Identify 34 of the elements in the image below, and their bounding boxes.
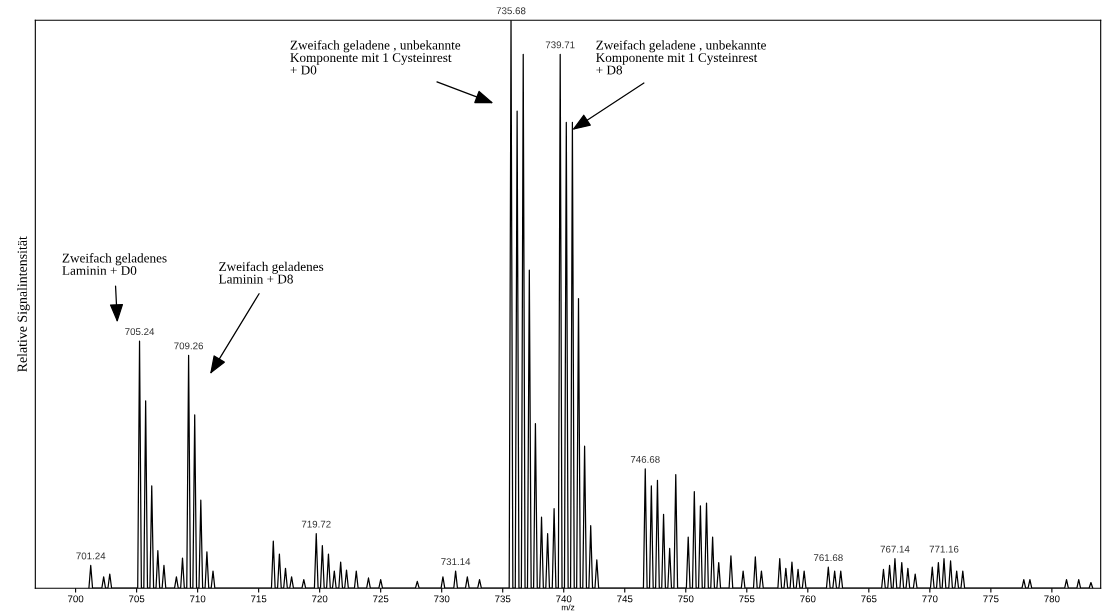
annotation: 719.72 xyxy=(301,520,331,528)
x-tick-label: 705 xyxy=(129,595,145,603)
annotation: Zweifach geladenes Laminin + D0 xyxy=(62,253,167,275)
x-tick-label: 780 xyxy=(1044,595,1060,603)
x-tick-label: 760 xyxy=(800,595,816,603)
annotation: Zweifach geladene , unbekannte Komponente mit 1 Cysteinrest + D0 xyxy=(290,40,461,75)
annotation: 701.24 xyxy=(76,552,106,560)
y-axis-title: Relative Signalintensität xyxy=(17,236,30,372)
x-tick-label: 750 xyxy=(678,595,694,603)
x-tick-label: 710 xyxy=(190,595,206,603)
annotation: 767.14 xyxy=(880,545,910,553)
x-tick-label: 730 xyxy=(434,595,450,603)
x-tick-label: 725 xyxy=(373,595,389,603)
x-tick-label: 715 xyxy=(251,595,267,603)
annotation: Zweifach geladene , unbekannte Komponente mit 1 Cysteinrest + D8 xyxy=(596,40,766,75)
x-tick-label: 775 xyxy=(983,595,999,603)
annotation: 761.68 xyxy=(813,554,843,562)
annotation: 731.14 xyxy=(441,558,471,566)
x-tick-label: 765 xyxy=(861,595,877,603)
x-tick-label: 735 xyxy=(495,595,511,603)
x-tick-label: 770 xyxy=(922,595,938,603)
x-tick-label: 740 xyxy=(556,595,572,603)
annotation: 705.24 xyxy=(125,328,155,336)
annotation: Zweifach geladenes Laminin + D8 xyxy=(218,261,324,284)
annotation: 771.16 xyxy=(929,545,959,553)
x-tick-label: 755 xyxy=(739,595,755,603)
annotation: 709.26 xyxy=(174,342,204,350)
x-tick-label: 720 xyxy=(312,595,328,603)
x-tick-label: 745 xyxy=(617,595,633,603)
x-tick-label: 700 xyxy=(67,595,84,603)
annotation: 739.71 xyxy=(545,41,575,49)
x-axis-title: m/z xyxy=(561,604,575,611)
annotation: 746.68 xyxy=(630,455,660,463)
annotation: 735.68 xyxy=(496,7,526,15)
